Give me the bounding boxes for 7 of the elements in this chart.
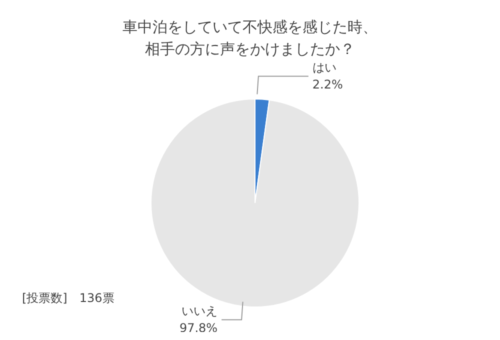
slice-label: はい [312,60,336,75]
pie-slice [150,98,360,308]
data-label: 2.2% [312,78,343,92]
slice-label: いいえ [182,304,218,318]
chart-title: 車中泊をしていて不快感を感じた時、相手の方に声をかけましたか？ [122,17,378,60]
data-label: 97.8% [179,320,218,335]
text: [投票数] 136票 [22,291,114,305]
